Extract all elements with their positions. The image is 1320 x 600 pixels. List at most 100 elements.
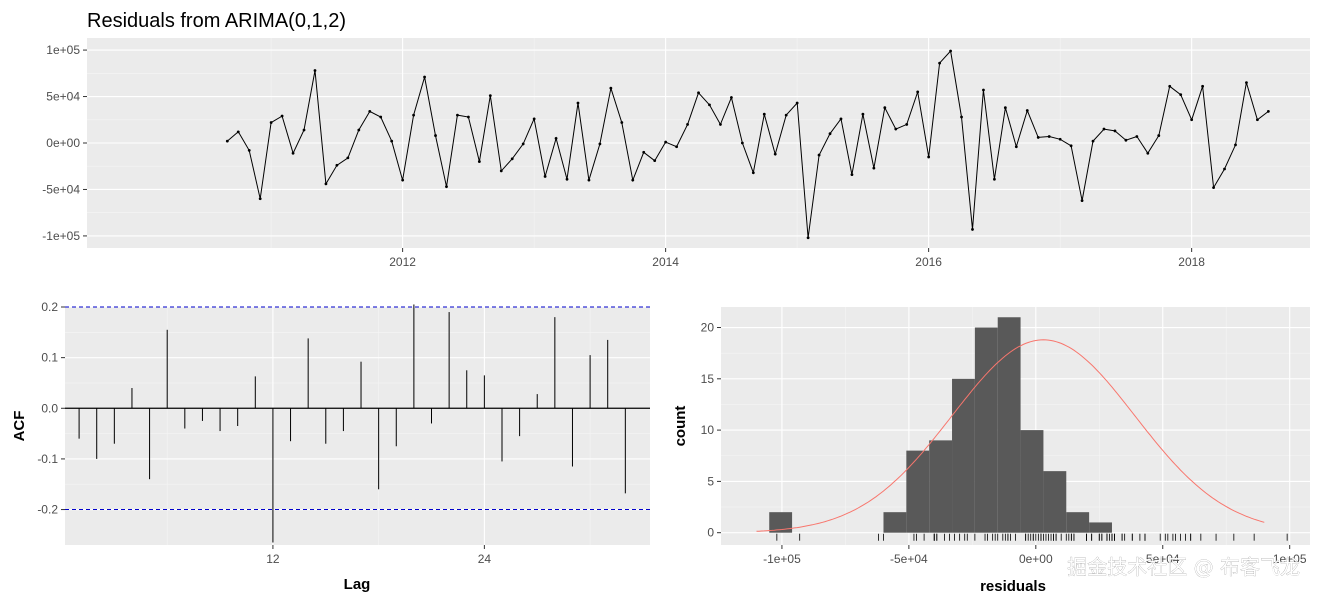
residual-point [1003,106,1007,110]
residual-point [1223,167,1226,171]
residual-point [1102,127,1106,131]
y-tick-label: -0.2 [37,503,58,517]
residual-point [280,114,284,118]
residual-point [477,160,481,163]
residual-point [1190,118,1194,122]
residual-point [1256,118,1259,122]
residual-point [1014,145,1018,149]
x-tick-label: 1e+05 [1273,552,1307,566]
residual-point [499,169,503,173]
histogram-axis-ticks: 0 5 10 15 20 -1e+05 -5e+04 0e+00 5e+04 1e+05 [701,321,1307,566]
y-tick-label: 0e+00 [46,136,80,150]
normal-density-curve [756,339,1265,532]
residual-point [773,152,777,156]
residual-point [236,130,240,134]
residual-point [784,113,788,117]
histogram-bar [952,378,975,533]
residual-point [565,177,569,181]
residual-point [686,123,689,126]
y-tick-label: 0.1 [41,351,58,365]
residual-point [324,182,328,186]
residual-point [927,155,931,159]
residual-point [861,112,865,116]
y-tick-label: 5e+04 [46,90,80,104]
watermark: 掘金技术社区 @ 布客飞龙 [1067,555,1300,579]
residual-point [960,115,963,119]
residual-point [313,69,317,72]
histogram-bar [906,450,930,533]
x-tick-label: 5e+04 [1146,552,1180,566]
residual-point [1025,109,1029,112]
y-tick-label: 10 [701,423,715,437]
residual-point [719,123,722,126]
x-tick-label: 2016 [915,255,942,269]
residual-point [357,128,361,132]
residual-point [1113,129,1117,133]
residuals-axis-ticks: -1e+05 -5e+04 0e+00 5e+04 1e+05 2012 2014 2016 2… [42,43,1205,269]
residual-point [466,115,470,119]
x-tick-label: 24 [478,552,492,566]
residual-point [368,110,372,113]
chart-title: Residuals from ARIMA(0,1,2) [87,10,346,32]
residual-point [379,115,383,119]
residual-point [1146,151,1150,155]
histogram-bar [1066,512,1090,533]
residual-point [883,106,887,110]
residual-point [664,140,668,144]
residual-point [817,153,821,157]
histogram-y-axis-title: count [672,406,689,447]
residual-point [697,91,700,95]
residual-point [269,121,273,124]
histogram-bar [1043,471,1067,533]
residual-point [543,175,547,178]
histogram-bar [769,512,793,533]
y-tick-label: 0.0 [41,401,58,415]
residuals-time-series-panel: -1e+05 -5e+04 0e+00 5e+04 1e+05 2012 2014 2016 2… [42,38,1310,269]
residual-point [554,136,558,140]
residual-point [1157,134,1161,137]
residual-point [225,139,229,143]
residual-point [872,166,876,170]
residual-point [598,142,602,146]
residual-point [730,96,733,99]
histogram-bar [997,317,1021,533]
residual-point [335,163,339,167]
residual-point [740,141,744,145]
residual-point [1168,84,1172,88]
histogram-x-axis-title: residuals [980,578,1046,595]
histogram-bar [883,512,907,533]
residual-point [828,132,832,136]
histogram-bar [929,440,953,533]
histogram-bars [769,317,1112,533]
y-tick-label: 5 [707,474,714,488]
y-tick-label: 0 [707,526,714,540]
histogram-bar [1089,522,1112,533]
residual-point [445,185,448,189]
x-tick-label: -5e+04 [890,552,928,566]
x-tick-label: 2012 [389,255,416,269]
residual-point [1201,84,1205,88]
residuals-series-points [225,49,1270,240]
residual-point [949,49,952,53]
x-tick-label: 2018 [1178,255,1205,269]
y-tick-label: 15 [701,372,715,386]
acf-panel-background [65,307,650,545]
residual-point [346,156,350,160]
residual-point [894,127,898,131]
residual-point [412,113,416,117]
residual-point [1234,143,1237,147]
residual-point [631,178,635,182]
residual-point [916,90,920,94]
residual-point [982,88,985,92]
residual-point [839,117,843,121]
residual-point [532,117,536,121]
residuals-rug [776,533,1288,541]
residual-point [434,134,437,137]
residual-point [576,101,580,105]
y-tick-label: 1e+05 [46,43,80,57]
histogram-bar [974,327,998,533]
residual-point [390,139,394,143]
residual-point [938,61,942,65]
residual-point [587,178,591,182]
residual-point [620,121,624,124]
